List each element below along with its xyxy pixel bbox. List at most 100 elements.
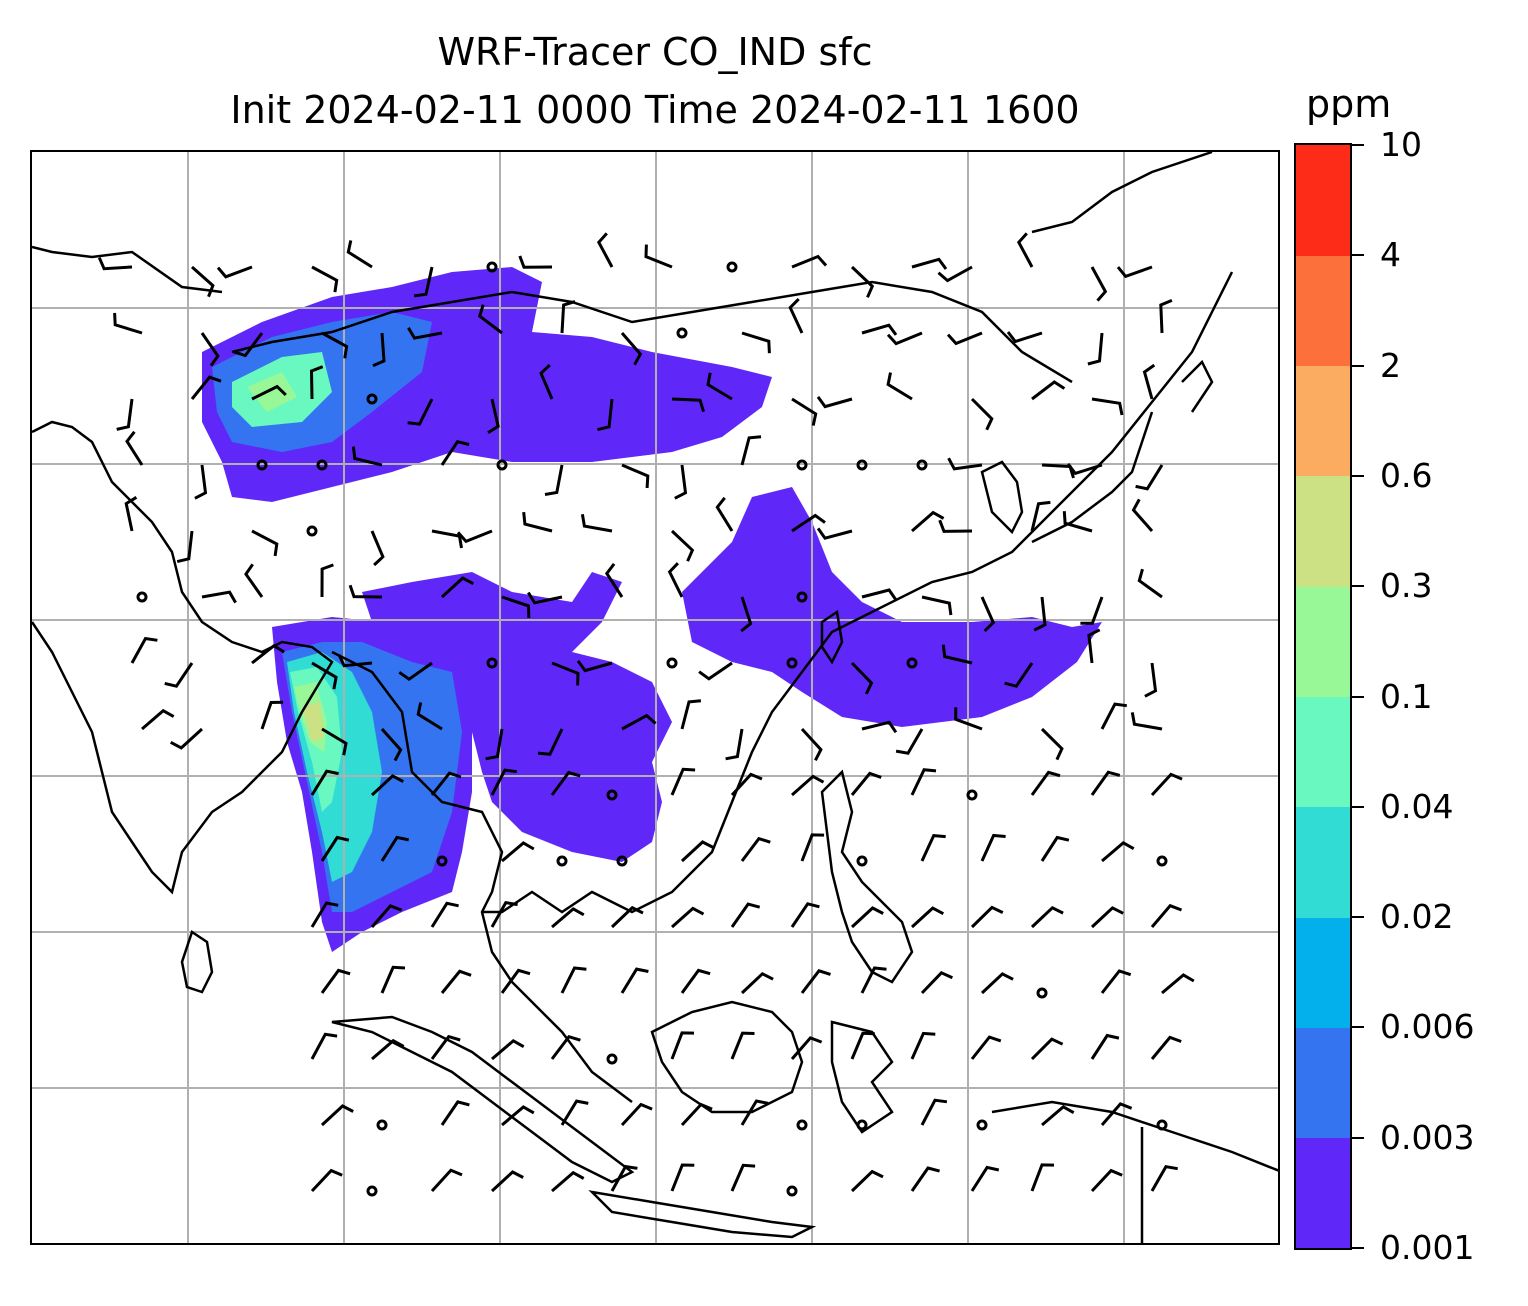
- calm-wind-circle: [1156, 1119, 1168, 1131]
- wind-barb: [501, 595, 531, 618]
- wind-barb: [1091, 397, 1124, 416]
- wind-barb: [244, 563, 264, 598]
- wind-barb: [1090, 1033, 1120, 1060]
- wind-barb: [886, 372, 913, 401]
- wind-barb: [1016, 232, 1034, 268]
- calm-wind-circle: [606, 789, 618, 801]
- wind-barb: [351, 446, 383, 467]
- wind-barb: [1150, 1035, 1182, 1060]
- wind-barb: [970, 397, 994, 431]
- wind-barb: [946, 331, 983, 346]
- wind-barb: [116, 398, 134, 431]
- calm-wind-circle: [1036, 987, 1048, 999]
- wind-barb: [485, 728, 504, 761]
- wind-barb: [938, 519, 973, 533]
- wind-barb: [191, 265, 215, 298]
- wind-barbs: [97, 232, 1195, 1197]
- wind-barb: [337, 654, 373, 668]
- calm-wind-circle: [486, 657, 498, 669]
- wind-barb: [1040, 835, 1070, 862]
- wind-barb: [370, 774, 404, 797]
- colorbar-segment: [1296, 255, 1350, 367]
- wind-barb: [416, 702, 443, 731]
- wind-barb: [861, 588, 898, 601]
- wind-barb: [130, 636, 158, 664]
- wind-barb: [1100, 969, 1132, 994]
- wind-barb: [440, 969, 472, 994]
- wind-barb: [1030, 1163, 1055, 1192]
- wind-barb: [320, 563, 334, 598]
- coastline-mainland-asia: [331, 152, 1234, 1103]
- wind-barb: [800, 833, 825, 862]
- colorbar-tick-label: 0.006: [1380, 1007, 1475, 1047]
- wind-barb: [791, 774, 825, 797]
- wind-barb: [850, 1169, 884, 1193]
- wind-barb: [527, 591, 563, 605]
- wind-barb: [430, 771, 462, 796]
- wind-barb: [1131, 498, 1154, 532]
- colorbar-tick-label: 2: [1380, 345, 1401, 385]
- border-china-north: [231, 280, 1073, 384]
- colorbar-tick-mark: [1352, 364, 1364, 367]
- wind-barb: [487, 398, 500, 435]
- chart-title-line1: WRF-Tracer CO_IND sfc: [437, 30, 873, 74]
- field-region-west-hot: [302, 702, 324, 742]
- wind-barb: [380, 965, 406, 994]
- wind-barb: [522, 511, 553, 533]
- calm-wind-circle: [796, 591, 808, 603]
- wind-barb: [490, 900, 518, 928]
- wind-barb: [740, 836, 771, 862]
- wind-barb: [1090, 906, 1124, 929]
- wind-barb: [1062, 511, 1093, 533]
- wind-barb: [741, 331, 771, 354]
- colorbar-tick-label: 0.003: [1380, 1117, 1475, 1157]
- wind-barb: [886, 331, 923, 346]
- calm-wind-circle: [906, 657, 918, 669]
- wind-barb: [706, 372, 733, 401]
- coastline-korea: [980, 460, 1024, 535]
- wind-barb: [176, 530, 194, 564]
- wind-barb: [621, 463, 650, 489]
- wind-barb: [190, 375, 222, 400]
- colorbar-tick-label: 0.1: [1380, 676, 1433, 716]
- wind-barb: [407, 327, 443, 340]
- wind-barb: [970, 1165, 1000, 1192]
- wind-barb: [910, 768, 937, 796]
- wind-barb: [320, 835, 350, 862]
- wind-barb: [667, 562, 684, 598]
- wind-barb: [550, 770, 581, 796]
- wind-barb: [1030, 905, 1064, 929]
- wind-barb: [194, 464, 208, 500]
- colorbar-tick-mark: [1352, 805, 1364, 808]
- wind-barb: [911, 510, 945, 533]
- wind-barb: [1041, 1104, 1075, 1127]
- wind-barb: [1161, 973, 1195, 995]
- colorbar-tick-mark: [1352, 254, 1364, 257]
- colorbar-tick-mark: [1352, 585, 1364, 588]
- wind-barb: [370, 530, 385, 567]
- colorbar-segment: [1296, 145, 1350, 256]
- wind-barb: [413, 266, 434, 298]
- coastline-sulawesi: [830, 1020, 894, 1134]
- wind-barb: [544, 464, 564, 496]
- wind-barb: [1142, 363, 1156, 400]
- colorbar-tick-label: 10: [1380, 125, 1422, 164]
- wind-barb: [715, 496, 734, 532]
- wind-barb: [1006, 331, 1043, 344]
- wind-barb: [1087, 628, 1101, 664]
- wind-barb: [500, 968, 531, 994]
- wind-barb: [850, 265, 875, 298]
- wind-barb: [910, 1031, 936, 1060]
- calm-wind-circle: [786, 1185, 798, 1197]
- calm-wind-circle: [486, 261, 498, 273]
- wind-barb: [550, 1034, 581, 1060]
- wind-barb: [920, 1098, 948, 1126]
- wind-barb: [440, 1100, 470, 1126]
- calm-wind-circle: [556, 855, 568, 867]
- wind-barb: [477, 304, 503, 335]
- calm-wind-circle: [856, 855, 868, 867]
- wind-barb: [730, 902, 761, 928]
- wind-barb: [671, 397, 706, 413]
- wind-barb: [1150, 1165, 1178, 1192]
- wind-barb: [216, 265, 253, 279]
